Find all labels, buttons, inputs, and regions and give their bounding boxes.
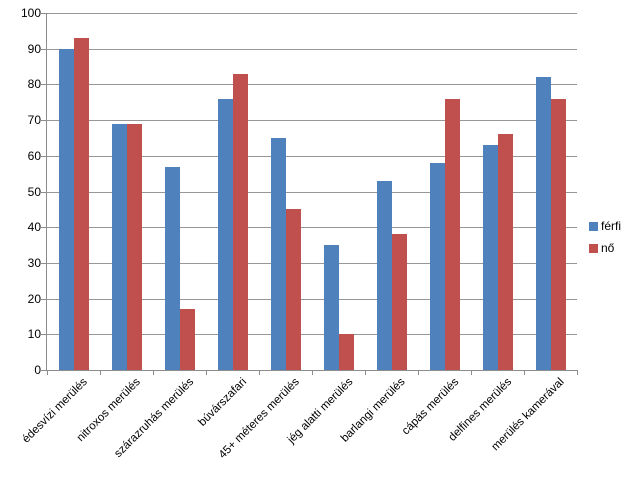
x-axis-tick — [471, 370, 472, 375]
y-axis-tick — [40, 334, 47, 336]
gridline — [47, 13, 577, 14]
bar-series-1 — [164, 166, 180, 370]
y-axis-label: 90 — [27, 41, 41, 56]
gridline — [47, 227, 577, 229]
bar-series-1 — [323, 245, 339, 370]
gridline — [47, 334, 577, 336]
x-axis-tick — [206, 370, 207, 375]
bar-series-2 — [497, 134, 513, 370]
gridline — [47, 120, 577, 122]
legend-swatch-icon — [589, 243, 598, 253]
bar-series-2 — [126, 123, 142, 370]
y-axis-label: 100 — [20, 6, 41, 20]
y-axis-label: 50 — [27, 184, 41, 199]
x-axis-tick — [365, 370, 366, 375]
y-axis-label: 0 — [34, 363, 41, 377]
bar-series-1 — [376, 180, 392, 370]
bar-series-1 — [111, 123, 127, 370]
bar-series-1 — [58, 48, 74, 370]
gridline — [47, 298, 577, 300]
bar-series-2 — [444, 98, 460, 370]
legend-swatch-icon — [589, 221, 598, 231]
legend-item: nő — [589, 242, 621, 254]
y-axis-label: 40 — [27, 220, 41, 235]
bar-series-2 — [550, 98, 566, 370]
y-axis-tick — [40, 120, 47, 122]
bar-series-1 — [270, 137, 286, 370]
gridline — [47, 191, 577, 193]
legend-label: férfi — [601, 219, 622, 233]
legend: férfi nő — [589, 220, 621, 254]
y-axis-label: 20 — [27, 291, 41, 306]
bar-series-2 — [338, 334, 354, 370]
x-axis-tick — [259, 370, 260, 375]
bar-series-2 — [391, 234, 407, 370]
y-axis-tick — [40, 227, 47, 229]
gridline — [47, 48, 577, 50]
bar-series-1 — [429, 162, 445, 370]
y-axis-tick — [40, 298, 47, 300]
bar-series-2 — [232, 73, 248, 370]
y-axis-label: 10 — [27, 327, 41, 342]
x-axis-tick — [312, 370, 313, 375]
x-axis-tick — [100, 370, 101, 375]
x-axis-label: búvárszafari — [196, 376, 249, 429]
gridline — [47, 262, 577, 264]
x-axis-tick — [577, 370, 578, 375]
y-axis-label: 60 — [27, 148, 41, 163]
legend-label: nő — [601, 241, 615, 255]
bar-series-1 — [535, 77, 551, 370]
x-axis-tick — [47, 370, 48, 375]
y-axis-tick — [40, 370, 47, 371]
y-axis-tick — [40, 262, 47, 264]
plot-area — [47, 13, 577, 370]
y-axis-tick — [40, 48, 47, 50]
legend-item: férfi — [589, 220, 621, 232]
bar-series-2 — [73, 38, 89, 370]
x-axis-tick — [418, 370, 419, 375]
y-axis-label: 80 — [27, 77, 41, 92]
y-axis-tick — [40, 191, 47, 193]
y-axis-tick — [40, 155, 47, 157]
y-axis-label: 30 — [27, 255, 41, 270]
bar-series-2 — [285, 209, 301, 370]
bar-series-1 — [482, 145, 498, 370]
gridline — [47, 84, 577, 86]
gridline — [47, 155, 577, 157]
x-axis-tick — [153, 370, 154, 375]
x-axis-tick — [524, 370, 525, 375]
y-axis-tick — [40, 84, 47, 86]
bar-series-2 — [179, 309, 195, 370]
y-axis-tick — [40, 13, 47, 14]
bar-series-1 — [217, 98, 233, 370]
y-axis-label: 70 — [27, 113, 41, 128]
